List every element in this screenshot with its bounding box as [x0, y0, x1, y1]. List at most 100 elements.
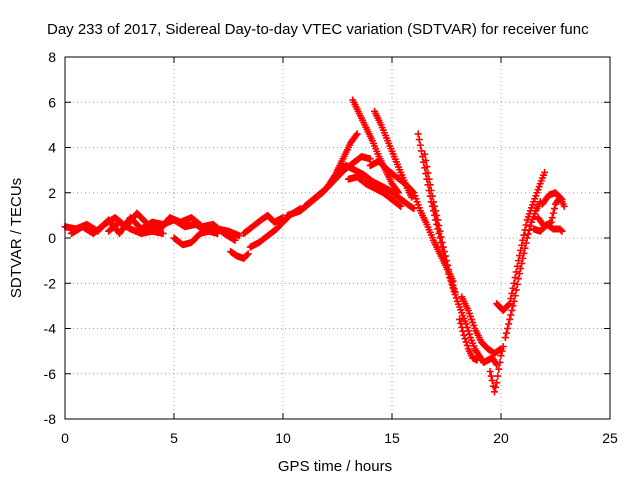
- data-point: [438, 239, 446, 247]
- y-tick-label: -4: [44, 321, 57, 337]
- trace-rise-a: [240, 211, 287, 237]
- trace-recover-b: [501, 198, 544, 342]
- data-point: [513, 280, 521, 288]
- data-point: [429, 198, 437, 206]
- data-point: [397, 202, 405, 210]
- data-point: [431, 202, 439, 210]
- y-tick-label: -6: [44, 366, 57, 382]
- data-point: [505, 301, 513, 309]
- data-point: [512, 286, 520, 294]
- data-point: [409, 188, 417, 196]
- data-point: [426, 181, 434, 189]
- data-point: [452, 294, 460, 302]
- data-point: [519, 254, 527, 262]
- data-point: [510, 297, 518, 305]
- data-point: [518, 259, 526, 267]
- y-tick-label: -2: [44, 275, 57, 291]
- trace-trough-d: [486, 343, 507, 396]
- data-point: [462, 338, 470, 346]
- data-point: [510, 279, 518, 287]
- data-point: [437, 233, 445, 241]
- data-point: [460, 331, 468, 339]
- data-point: [548, 214, 556, 222]
- data-point: [541, 168, 549, 176]
- y-tick-label: 4: [48, 140, 56, 156]
- data-point: [495, 365, 503, 373]
- data-point: [463, 341, 471, 349]
- data-point: [439, 243, 447, 251]
- y-tick-label: 2: [48, 185, 56, 201]
- data-point: [501, 334, 509, 342]
- trace-peak-a: [349, 96, 403, 197]
- y-tick-label: 8: [48, 49, 56, 65]
- y-tick-label: 6: [48, 94, 56, 110]
- trace-dip-b: [227, 248, 252, 262]
- trace-tail-c: [538, 189, 566, 208]
- data-point: [549, 209, 557, 217]
- data-point: [421, 150, 429, 158]
- data-point: [523, 234, 531, 242]
- data-point: [557, 226, 565, 234]
- data-point: [557, 194, 565, 202]
- data-point: [520, 249, 528, 257]
- trace-dip-a: [170, 227, 222, 249]
- data-point: [521, 244, 529, 252]
- data-point: [449, 277, 457, 285]
- data-point: [522, 239, 530, 247]
- x-tick-label: 5: [170, 430, 178, 446]
- data-point: [235, 232, 243, 240]
- trace-peak-b: [371, 107, 416, 201]
- data-point: [417, 147, 425, 155]
- data-point: [459, 327, 467, 335]
- trace-fall-c: [410, 189, 457, 285]
- data-point: [488, 377, 496, 385]
- data-point: [497, 352, 505, 360]
- data-point: [502, 329, 510, 337]
- data-point: [435, 222, 443, 230]
- x-tick-label: 10: [275, 430, 291, 446]
- data-point: [504, 325, 512, 332]
- data-point: [433, 211, 441, 219]
- data-point: [505, 320, 513, 328]
- data-point: [456, 315, 464, 323]
- data-point: [214, 229, 222, 237]
- trace-peak-e: [366, 157, 418, 197]
- trace-tail-b: [530, 220, 566, 235]
- x-axis-label: GPS time / hours: [278, 458, 392, 475]
- trace-peak-c: [334, 162, 418, 213]
- data-point: [458, 323, 466, 331]
- data-point: [494, 372, 502, 380]
- data-point: [550, 205, 558, 213]
- data-point: [498, 347, 506, 355]
- trace-early-c: [105, 218, 167, 237]
- data-point: [517, 265, 525, 273]
- axis-ticks: 0 5 10 15 20 25 -8 -6 -4 -2 0 2 4 6 8: [44, 49, 618, 446]
- data-point: [396, 201, 404, 209]
- data-point: [524, 230, 532, 238]
- data-point: [507, 311, 515, 319]
- data-point: [451, 291, 459, 299]
- data-point: [516, 270, 524, 278]
- data-point: [492, 383, 500, 391]
- data-point: [514, 275, 522, 283]
- data-point: [436, 227, 444, 235]
- data-point: [511, 292, 519, 300]
- data-point: [496, 358, 504, 366]
- trace-trough-c: [456, 315, 481, 364]
- data-point: [434, 216, 442, 224]
- data-point: [506, 315, 514, 323]
- y-tick-label: 0: [48, 230, 56, 246]
- data-point: [465, 330, 473, 338]
- data-point: [366, 155, 374, 163]
- data-point: [231, 236, 239, 244]
- x-tick-label: 25: [602, 430, 618, 446]
- x-tick-label: 0: [61, 430, 69, 446]
- y-axis-label: SDTVAR / TECUs: [8, 178, 25, 298]
- data-point: [408, 193, 416, 201]
- y-tick-label: -8: [44, 411, 57, 427]
- data-point: [425, 175, 433, 183]
- data-point: [499, 343, 507, 351]
- data-point: [509, 302, 517, 310]
- data-point: [159, 229, 167, 237]
